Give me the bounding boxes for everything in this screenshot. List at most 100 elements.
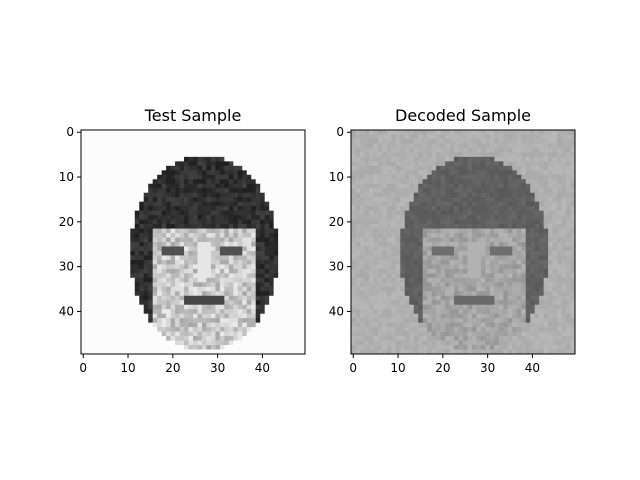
pixel-cell — [359, 327, 365, 332]
pixel-cell — [507, 286, 513, 292]
pixel-cell — [282, 210, 288, 216]
pixel-cell — [534, 156, 540, 162]
pixel-cell — [382, 156, 388, 162]
pixel-cell — [359, 197, 365, 203]
pixel-cell — [454, 340, 459, 346]
pixel-cell — [269, 237, 274, 243]
pixel-cell — [85, 170, 91, 176]
pixel-cell — [152, 331, 158, 337]
pixel-cell — [291, 188, 297, 194]
pixel-cell — [264, 340, 270, 346]
pixel-cell — [471, 210, 477, 216]
pixel-cell — [489, 201, 495, 207]
pixel-cell — [251, 237, 257, 243]
pixel-cell — [139, 201, 145, 207]
pixel-cell — [296, 215, 301, 220]
pixel-cell — [170, 237, 176, 243]
pixel-cell — [233, 340, 239, 346]
pixel-cell — [552, 273, 558, 279]
pixel-cell — [382, 206, 388, 211]
pixel-cell — [382, 264, 388, 270]
pixel-cell — [512, 174, 518, 180]
pixel-cell — [242, 174, 248, 180]
pixel-cell — [471, 259, 477, 265]
test-sample-image — [81, 130, 306, 355]
pixel-cell — [494, 147, 500, 153]
pixel-cell — [359, 188, 365, 194]
pixel-cell — [516, 233, 522, 238]
pixel-cell — [161, 318, 167, 323]
pixel-cell — [148, 143, 154, 149]
pixel-cell — [418, 345, 424, 350]
pixel-cell — [498, 138, 504, 144]
pixel-cell — [512, 304, 518, 310]
pixel-cell — [404, 152, 410, 158]
pixel-cell — [386, 322, 392, 328]
pixel-cell — [291, 192, 297, 198]
pixel-cell — [201, 349, 207, 355]
pixel-cell — [480, 242, 486, 247]
pixel-cell — [233, 152, 239, 158]
pixel-cell — [148, 210, 154, 216]
pixel-cell — [498, 134, 504, 140]
pixel-cell — [382, 188, 388, 194]
pixel-cell — [188, 147, 194, 153]
pixel-cell — [512, 313, 518, 319]
pixel-cell — [503, 143, 509, 149]
pixel-cell — [463, 273, 468, 279]
pixel-cell — [125, 304, 131, 310]
pixel-cell — [458, 255, 464, 261]
pixel-cell — [81, 282, 86, 288]
pixel-cell — [476, 309, 482, 315]
pixel-cell — [557, 215, 562, 220]
pixel-cell — [219, 286, 225, 292]
pixel-cell — [291, 165, 297, 171]
pixel-cell — [210, 349, 216, 355]
pixel-cell — [467, 273, 473, 279]
pixel-cell — [139, 179, 145, 185]
pixel-cell — [273, 183, 279, 189]
pixel-cell — [512, 259, 518, 265]
pixel-cell — [521, 161, 527, 167]
pixel-cell — [175, 246, 180, 252]
pixel-cell — [534, 242, 540, 247]
pixel-cell — [566, 165, 571, 171]
pixel-cell — [255, 282, 261, 288]
pixel-cell — [98, 224, 104, 229]
pixel-cell — [237, 340, 243, 346]
pixel-cell — [219, 183, 225, 189]
pixel-cell — [291, 215, 297, 220]
pixel-cell — [364, 228, 370, 234]
pixel-cell — [418, 264, 424, 270]
pixel-cell — [224, 219, 230, 225]
pixel-cell — [287, 349, 292, 355]
pixel-cell — [246, 188, 252, 194]
pixel-cell — [157, 349, 162, 355]
pixel-cell — [219, 161, 225, 167]
pixel-cell — [233, 304, 239, 310]
pixel-cell — [364, 233, 370, 238]
pixel-cell — [512, 147, 518, 153]
pixel-cell — [273, 130, 279, 135]
pixel-cell — [278, 246, 283, 252]
pixel-cell — [81, 183, 86, 189]
pixel-cell — [382, 183, 388, 189]
pixel-cell — [507, 336, 513, 341]
pixel-cell — [201, 147, 207, 153]
pixel-cell — [566, 215, 571, 220]
pixel-cell — [134, 179, 140, 185]
pixel-cell — [458, 183, 464, 189]
pixel-cell — [552, 183, 558, 189]
pixel-cell — [121, 345, 127, 350]
pixel-cell — [179, 336, 185, 341]
pixel-cell — [467, 143, 473, 149]
pixel-cell — [287, 313, 292, 319]
pixel-cell — [121, 206, 127, 211]
pixel-cell — [161, 327, 167, 332]
pixel-cell — [161, 295, 167, 301]
pixel-cell — [440, 165, 446, 171]
pixel-cell — [543, 336, 549, 341]
pixel-cell — [264, 174, 270, 180]
pixel-cell — [224, 233, 230, 238]
pixel-cell — [445, 268, 450, 274]
